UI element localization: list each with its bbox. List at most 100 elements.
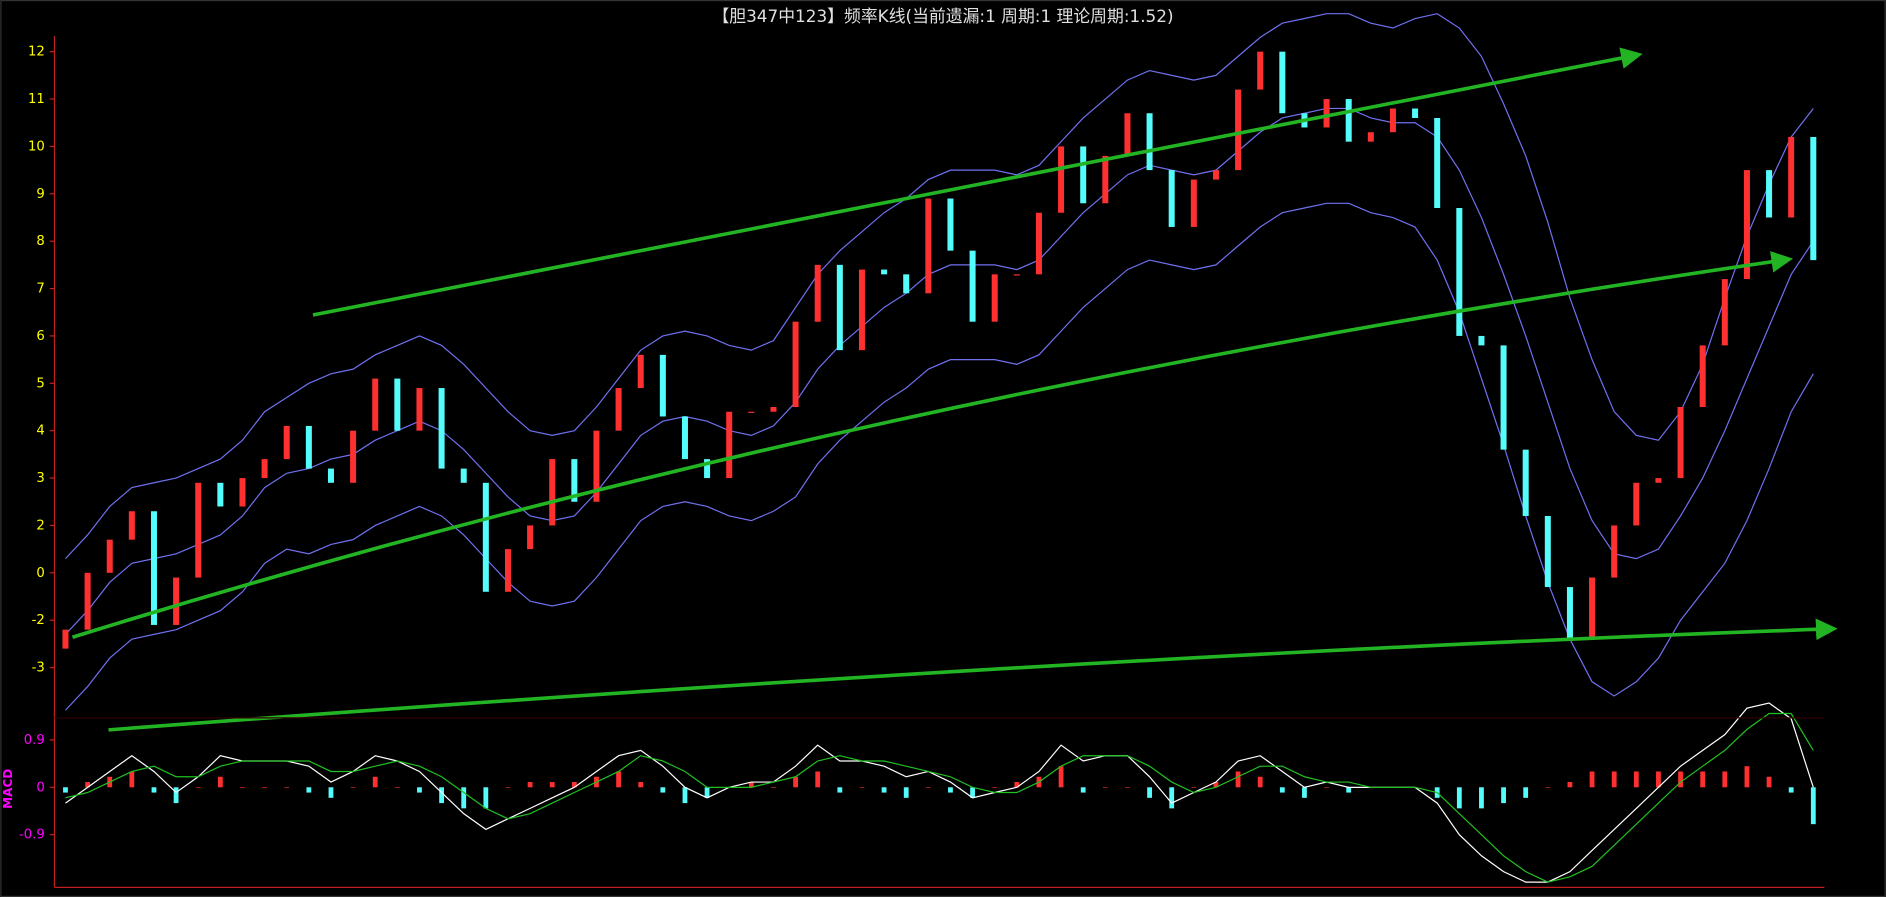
y-tick-label: -0.9 xyxy=(19,828,45,843)
candle xyxy=(571,459,578,502)
macd-bar xyxy=(1545,787,1551,788)
candle xyxy=(1810,136,1817,261)
candle xyxy=(1589,577,1596,640)
candle xyxy=(1766,170,1773,218)
candle xyxy=(1544,515,1551,588)
candle xyxy=(1788,136,1795,218)
macd-bar xyxy=(1523,787,1529,798)
macd-bar xyxy=(1722,771,1728,788)
y-tick-label: 2 xyxy=(36,518,44,533)
macd-bar xyxy=(284,787,290,788)
candle xyxy=(1013,274,1020,276)
macd-bar xyxy=(1346,787,1352,793)
macd-bar xyxy=(85,782,91,788)
candle xyxy=(1500,345,1507,450)
macd-bar xyxy=(63,787,68,793)
candle xyxy=(1146,113,1153,171)
macd-bar xyxy=(571,782,577,788)
macd-bar xyxy=(527,782,533,788)
candle xyxy=(549,459,556,526)
y-tick-label: 5 xyxy=(36,376,44,391)
candle xyxy=(150,511,157,625)
macd-bar xyxy=(461,787,467,809)
candle xyxy=(1345,99,1352,142)
candle xyxy=(416,388,423,431)
macd-bar xyxy=(1744,766,1750,788)
candle xyxy=(792,321,799,407)
candle xyxy=(372,378,379,431)
y-tick-label: 10 xyxy=(28,139,45,154)
macd-bar xyxy=(350,787,356,788)
macd-bar xyxy=(1567,782,1573,788)
candle xyxy=(1102,155,1109,204)
candle xyxy=(283,425,290,460)
macd-bar xyxy=(1213,782,1219,788)
macd-bar xyxy=(1633,771,1639,788)
candle xyxy=(1080,146,1087,204)
candle xyxy=(217,482,224,507)
macd-bar xyxy=(793,776,798,788)
macd-bar xyxy=(1080,787,1086,793)
candle xyxy=(1566,587,1573,640)
candle xyxy=(726,411,733,479)
macd-bar xyxy=(970,787,975,798)
line xyxy=(65,107,1814,635)
candle xyxy=(1124,113,1131,156)
macd-bar xyxy=(815,771,821,788)
line xyxy=(65,13,1814,560)
y-tick-label: 0 xyxy=(36,780,44,795)
macd-bar xyxy=(1589,771,1595,788)
macd-bar xyxy=(1102,787,1108,788)
macd-bar xyxy=(1479,787,1484,809)
trend-arrow xyxy=(108,618,1838,732)
macd-bar xyxy=(240,787,245,788)
candle xyxy=(394,378,401,431)
macd-bar xyxy=(549,782,555,788)
macd-bar xyxy=(1014,782,1020,788)
candle xyxy=(1655,478,1662,483)
candle xyxy=(1412,108,1419,118)
y-tick-label: 0 xyxy=(36,566,44,581)
y-tick-label: 12 xyxy=(28,45,45,60)
candle xyxy=(1633,482,1640,526)
candle xyxy=(1434,117,1441,209)
trend-arrow xyxy=(71,251,1794,640)
macd-bar xyxy=(1324,787,1329,788)
candle xyxy=(460,468,467,483)
candle xyxy=(1456,208,1463,336)
macd-bar xyxy=(1302,787,1307,798)
macd-bar xyxy=(505,787,511,788)
candle xyxy=(858,269,865,351)
candle xyxy=(261,459,268,479)
candle xyxy=(482,482,489,592)
candle xyxy=(305,425,312,469)
macd-bar xyxy=(151,787,157,793)
candle xyxy=(1367,132,1374,142)
macd-bar xyxy=(1766,776,1772,788)
macd-bar xyxy=(925,787,931,788)
macd-bar xyxy=(1678,771,1683,788)
candle xyxy=(1478,335,1485,346)
candle xyxy=(327,468,334,483)
candle xyxy=(1323,99,1330,128)
macd-bar xyxy=(1501,787,1506,804)
macd-bar xyxy=(992,787,998,788)
macd-bar xyxy=(1235,771,1241,788)
candle xyxy=(1743,170,1750,280)
macd-bar xyxy=(616,771,621,788)
macd-bar xyxy=(682,787,688,804)
line xyxy=(65,202,1814,711)
macd-bar xyxy=(903,787,909,798)
y-tick-label: 4 xyxy=(36,424,44,439)
candle xyxy=(438,388,445,469)
y-tick-label: -2 xyxy=(32,613,45,628)
macd-bar xyxy=(1257,776,1263,788)
candle xyxy=(814,264,821,322)
candle xyxy=(128,511,135,540)
candle xyxy=(1522,449,1529,516)
macd-bar xyxy=(881,787,887,793)
candle xyxy=(947,198,954,251)
